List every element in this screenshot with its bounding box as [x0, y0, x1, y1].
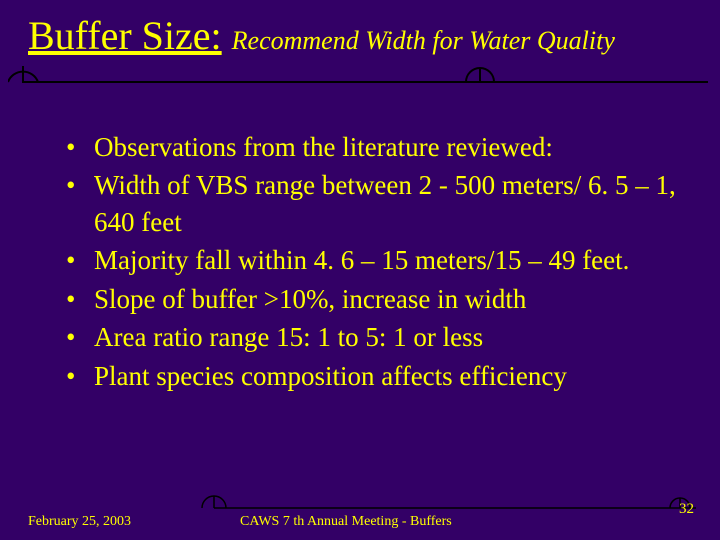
footer-page-number: 32	[679, 501, 694, 518]
footer: February 25, 2003 CAWS 7 th Annual Meeti…	[0, 504, 720, 530]
list-item: Observations from the literature reviewe…	[62, 129, 682, 165]
title-left-arc	[8, 72, 38, 82]
bullet-list: Observations from the literature reviewe…	[28, 129, 692, 394]
list-item: Area ratio range 15: 1 to 5: 1 or less	[62, 319, 682, 355]
list-item: Plant species composition affects effici…	[62, 358, 682, 394]
list-item: Width of VBS range between 2 - 500 meter…	[62, 167, 682, 240]
footer-date: February 25, 2003	[28, 514, 131, 530]
title-subtitle: Recommend Width for Water Quality	[232, 26, 615, 56]
list-item: Majority fall within 4. 6 – 15 meters/15…	[62, 242, 682, 278]
slide-title: Buffer Size: Recommend Width for Water Q…	[28, 12, 692, 59]
title-right-arc	[466, 68, 494, 82]
title-main: Buffer Size:	[28, 12, 222, 59]
footer-center: CAWS 7 th Annual Meeting - Buffers	[240, 514, 452, 530]
slide: Buffer Size: Recommend Width for Water Q…	[0, 0, 720, 540]
list-item: Slope of buffer >10%, increase in width	[62, 281, 682, 317]
